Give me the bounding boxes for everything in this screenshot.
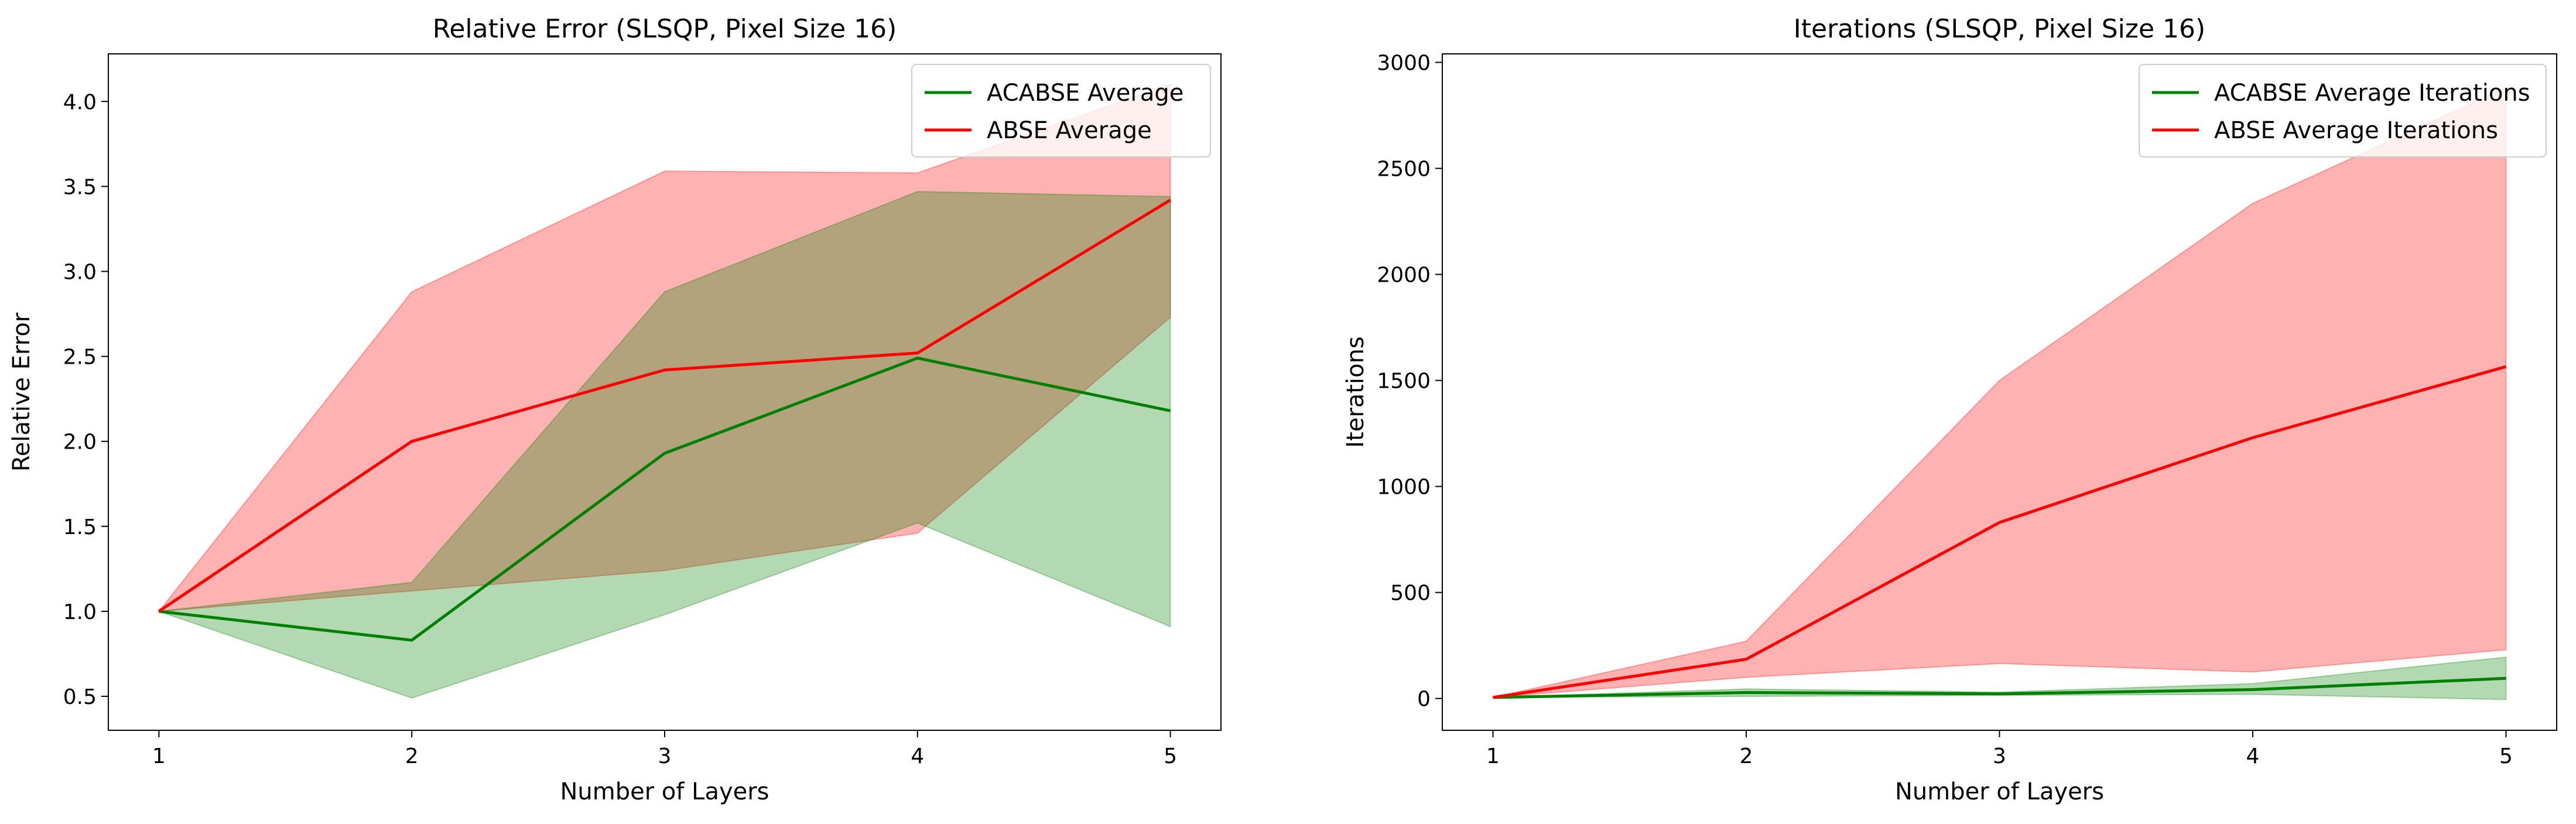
relative-error-x-tick-label: 5	[1164, 744, 1177, 768]
relative-error-legend: ACABSE Average ABSE Average	[911, 64, 1211, 158]
relative-error-band-acabse-average	[159, 191, 1171, 699]
iterations-y-tick-label: 2000	[1377, 264, 1431, 288]
relative-error-x-tick-label: 2	[405, 744, 419, 768]
relative-error-x-tick-label: 4	[911, 744, 924, 768]
iterations-y-ticks: 0 500 1000 1500 2000 2500 3000	[1377, 51, 1442, 712]
iterations-x-tick-label: 1	[1486, 744, 1500, 768]
relative-error-y-tick-label: 3.5	[63, 175, 97, 199]
relative-error-y-tick-label: 3.0	[63, 260, 97, 284]
iterations-x-axis-label: Number of Layers	[1895, 778, 2104, 805]
relative-error-title: Relative Error (SLSQP, Pixel Size 16)	[433, 14, 897, 44]
iterations-bands	[1493, 87, 2507, 700]
relative-error-x-tick-label: 1	[152, 744, 166, 768]
iterations-x-tick-label: 3	[1993, 744, 2006, 768]
iterations-lines	[1493, 365, 2507, 699]
relative-error-lines	[158, 199, 1171, 642]
relative-error-y-tick-label: 0.5	[63, 685, 97, 709]
relative-error-x-axis-label: Number of Layers	[560, 778, 769, 805]
relative-error-y-tick-label: 1.0	[63, 600, 97, 624]
relative-error-y-axis-label: Relative Error	[8, 312, 35, 471]
relative-error-y-tick-label: 2.0	[63, 430, 97, 454]
relative-error-y-tick-label: 4.0	[63, 90, 97, 114]
iterations-x-ticks: 1 2 3 4 5	[1486, 730, 2513, 768]
relative-error-bands	[158, 83, 1171, 699]
iterations-y-tick-label: 3000	[1377, 51, 1431, 75]
iterations-legend-box	[2139, 64, 2547, 158]
iterations-y-tick-label: 1500	[1377, 370, 1431, 394]
iterations-chart: 1 2 3 4 5 0 500 1000 1500 2000 2500 3000 Iteration…	[1342, 14, 2557, 805]
relative-error-chart: 1 2 3 4 5 0.5 1.0 1.5 2.0 2.5 3.0 3.5 4.0 Relative …	[8, 14, 1222, 805]
relative-error-x-tick-label: 3	[658, 744, 672, 768]
relative-error-x-ticks: 1 2 3 4 5	[152, 730, 1177, 768]
iterations-x-tick-label: 5	[2499, 744, 2513, 768]
iterations-legend: ACABSE Average Iterations ABSE Average It…	[2139, 64, 2547, 158]
iterations-title: Iterations (SLSQP, Pixel Size 16)	[1794, 14, 2205, 44]
relative-error-legend-box	[911, 64, 1211, 158]
iterations-y-tick-label: 500	[1390, 582, 1431, 606]
relative-error-legend-label-abse-average: ABSE Average	[987, 117, 1152, 144]
iterations-y-tick-label: 0	[1417, 688, 1431, 712]
iterations-y-tick-label: 2500	[1377, 158, 1431, 182]
relative-error-legend-label-acabse-average: ACABSE Average	[987, 80, 1183, 107]
iterations-band-abse-average-iterations	[1493, 87, 2507, 698]
iterations-y-tick-label: 1000	[1377, 476, 1431, 500]
iterations-legend-label-abse-average-iterations: ABSE Average Iterations	[2214, 117, 2498, 144]
iterations-x-tick-label: 2	[1740, 744, 1753, 768]
relative-error-y-tick-label: 1.5	[63, 515, 97, 539]
iterations-legend-label-acabse-average-iterations: ACABSE Average Iterations	[2214, 80, 2530, 107]
relative-error-y-ticks: 0.5 1.0 1.5 2.0 2.5 3.0 3.5 4.0	[63, 90, 108, 709]
relative-error-y-tick-label: 2.5	[63, 346, 97, 370]
iterations-x-tick-label: 4	[2246, 744, 2260, 768]
iterations-y-axis-label: Iterations	[1342, 336, 1369, 448]
